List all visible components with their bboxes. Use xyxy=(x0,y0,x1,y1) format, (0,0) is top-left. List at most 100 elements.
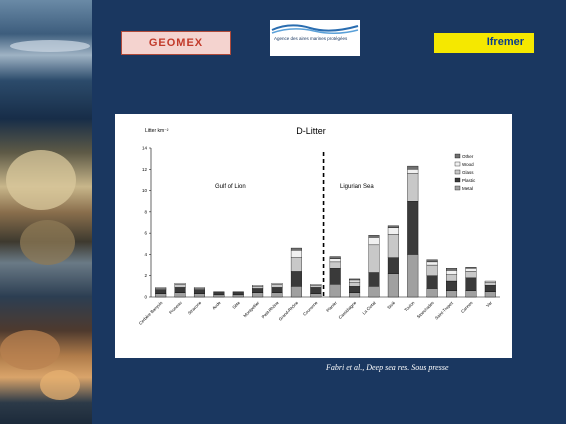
bar-segment-metal xyxy=(155,293,167,298)
bar-segment-wood xyxy=(290,249,302,258)
x-tick-label: Cerbère Banyuls xyxy=(138,300,164,326)
bar-segment-plastic xyxy=(465,277,477,291)
bar-segment-metal xyxy=(465,290,477,298)
bar-segment-metal xyxy=(349,292,361,298)
bar-segment-wood xyxy=(349,279,361,283)
bar-segment-plastic xyxy=(484,285,496,292)
bar-segment-other xyxy=(290,247,302,251)
bar-segment-plastic xyxy=(426,275,438,289)
bar-segment-glass xyxy=(446,274,458,282)
bar-segment-wood xyxy=(368,237,380,246)
bar-segment-wood xyxy=(465,268,477,272)
bar-segment-plastic xyxy=(446,280,458,291)
bar-segment-other xyxy=(426,259,438,263)
legend-label-glass: Glass xyxy=(462,170,474,175)
x-tick-label: La Ciotat xyxy=(361,300,377,316)
y-axis-label: Litter km⁻² xyxy=(145,128,169,134)
bar-segment-other xyxy=(407,165,419,170)
coral-shape xyxy=(0,330,60,370)
region-label-ligurian-sea: Ligurian Sea xyxy=(340,184,374,190)
bar-segment-glass xyxy=(407,173,419,202)
x-tick-label: Montpellier xyxy=(242,300,260,318)
bar-segment-metal xyxy=(368,286,380,298)
bar-segment-wood xyxy=(174,282,186,285)
bar-segment-other xyxy=(387,225,399,228)
bar-segment-wood xyxy=(329,258,341,263)
region-label-gulf-of-lion: Gulf of Lion xyxy=(215,184,246,190)
bar-segment-plastic xyxy=(174,287,186,293)
bar-segment-wood xyxy=(407,169,419,174)
bar-segment-plastic xyxy=(213,291,225,296)
x-tick-label: Sicié xyxy=(386,300,396,310)
x-tick-label: Planier xyxy=(325,300,338,313)
citation: Fabri et al., Deep sea res. Sous presse xyxy=(326,363,449,372)
ifremer-logo-text: Ifremer xyxy=(486,36,524,48)
bar-segment-plastic xyxy=(407,201,419,255)
bar-segment-wood xyxy=(271,282,283,285)
d-litter-chart: D-Litter Litter km⁻² 0 2 4 6 8 10 12 14 Cerbère Ba… xyxy=(138,126,500,326)
coral-shape xyxy=(6,150,76,210)
x-tick-label: Var xyxy=(485,300,493,308)
bar-segment-wood xyxy=(484,280,496,283)
bar-segment-glass xyxy=(368,244,380,273)
bar-segment-glass xyxy=(271,284,283,288)
bar-segment-glass xyxy=(426,264,438,276)
y-tick-label: 0 xyxy=(144,295,147,300)
x-tick-label: Cannes xyxy=(460,300,474,314)
x-tick-label: Grand-Rhône xyxy=(278,300,300,322)
x-tick-label: Petit-Rhône xyxy=(261,300,281,320)
bar-segment-wood xyxy=(193,287,205,289)
x-tick-label: Stracone xyxy=(187,300,203,316)
y-tick-label: 14 xyxy=(142,146,148,151)
bar-segment-other xyxy=(329,256,341,259)
bar-segment-metal xyxy=(446,290,458,298)
geomex-logo-text: GEOMEX xyxy=(148,37,204,49)
bar-segment-metal xyxy=(407,254,419,298)
legend-swatch-wood xyxy=(454,161,461,167)
legend-swatch-metal xyxy=(454,185,461,191)
bar-segment-plastic xyxy=(155,289,167,294)
marine-protected-areas-logo-text: Agence des aires marines protégées xyxy=(274,36,348,41)
bar-segment-metal xyxy=(290,286,302,298)
y-tick-label: 6 xyxy=(144,231,147,236)
legend-swatch-glass xyxy=(454,169,461,175)
bar-segment-wood xyxy=(446,270,458,275)
bar-segment-glass xyxy=(329,261,341,269)
bar-segment-plastic xyxy=(368,272,380,287)
bar-segment-metal xyxy=(426,288,438,298)
bar-segment-wood xyxy=(426,261,438,266)
bar-segment-other xyxy=(465,267,477,269)
bar-segment-other xyxy=(446,268,458,271)
bar-segment-glass xyxy=(290,257,302,272)
bar-segment-metal xyxy=(213,294,225,298)
water-surface-highlight xyxy=(10,40,90,52)
bar-segment-plastic xyxy=(232,291,244,296)
underwater-photo-strip xyxy=(0,0,92,424)
bar-segment-plastic xyxy=(290,271,302,287)
x-tick-label: Sète xyxy=(231,300,241,310)
wave-mark-icon xyxy=(271,24,359,34)
bar-segment-wood xyxy=(252,285,264,287)
bar-segment-plastic xyxy=(252,288,264,293)
x-tick-label: Saint-Tropez xyxy=(434,300,454,320)
legend-swatch-plastic xyxy=(454,177,461,183)
bar-segment-metal xyxy=(329,284,341,298)
y-tick-label: 10 xyxy=(142,188,148,193)
legend-label-metal: Metal xyxy=(462,186,473,191)
legend-label-wood: Wood xyxy=(462,162,474,167)
bar-segment-other xyxy=(349,278,361,281)
y-tick-label: 2 xyxy=(144,273,147,278)
marine-protected-areas-logo: Agence des aires marines protégées xyxy=(270,20,360,56)
chart-panel: D-Litter Litter km⁻² 0 2 4 6 8 10 12 14 Cerbère Ba… xyxy=(115,114,512,358)
bar-segment-plastic xyxy=(387,257,399,274)
x-tick-label: Stoechades xyxy=(416,300,435,319)
bar-segment-metal xyxy=(193,293,205,298)
coral-shape xyxy=(20,220,75,265)
bar-segment-glass xyxy=(387,234,399,258)
legend-swatch-other xyxy=(454,153,461,159)
bar-segment-glass xyxy=(484,281,496,286)
bar-segment-wood xyxy=(387,227,399,235)
coral-shape xyxy=(40,370,80,400)
bar-segment-metal xyxy=(271,292,283,298)
